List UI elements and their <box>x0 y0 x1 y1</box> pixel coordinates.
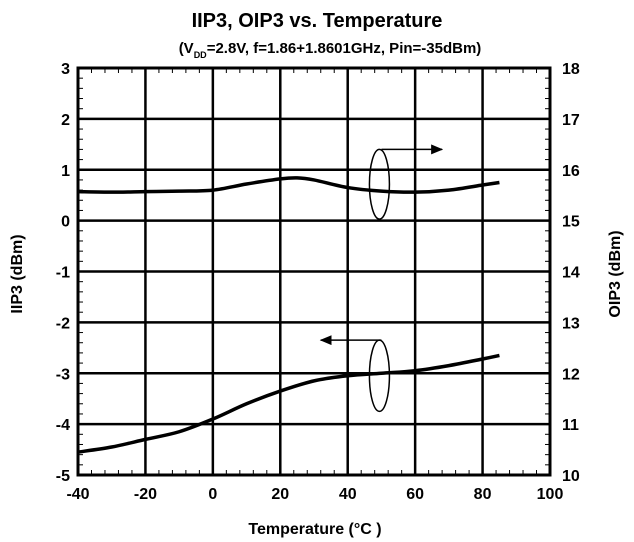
x-tick-label: 80 <box>474 486 492 503</box>
y-tick-label-left: 0 <box>61 214 70 231</box>
x-tick-label: 20 <box>271 486 289 503</box>
x-tick-label: 40 <box>339 486 357 503</box>
y-tick-label-right: 13 <box>562 315 580 332</box>
y-tick-label-right: 16 <box>562 163 580 180</box>
y-tick-label-left: -3 <box>56 366 70 383</box>
y-tick-label-left: -4 <box>56 417 70 434</box>
y-tick-label-right: 15 <box>562 214 580 231</box>
plot-frame <box>76 66 552 477</box>
x-tick-label: 60 <box>406 486 424 503</box>
y-tick-label-right: 12 <box>562 366 580 383</box>
y-tick-label-left: 2 <box>61 112 70 129</box>
y-tick-label-right: 14 <box>562 265 580 282</box>
oip3-series-line <box>77 176 500 194</box>
series-lines <box>77 176 500 454</box>
y-axis-label-right: OIP3 (dBm) <box>607 230 624 317</box>
y-tick-label-left: 3 <box>61 61 70 78</box>
x-axis-label: Temperature (°C ) <box>248 521 381 538</box>
y-tick-label-left: -2 <box>56 315 70 332</box>
x-tick-label: 100 <box>537 486 564 503</box>
subtitle-rest: =2.8V, f=1.86+1.8601GHz, Pin=-35dBm) <box>207 40 482 57</box>
y-tick-label-left: -5 <box>56 468 70 485</box>
chart-title: IIP3, OIP3 vs. Temperature <box>192 10 443 32</box>
x-tick-label: -20 <box>134 486 157 503</box>
subtitle-prefix: (V <box>179 40 194 57</box>
y-tick-label-left: -1 <box>56 265 70 282</box>
y-axis-label-left: IIP3 (dBm) <box>9 234 26 313</box>
y-tick-label-left: 1 <box>61 163 70 180</box>
x-tick-label: -40 <box>66 486 89 503</box>
subtitle-subscript: DD <box>194 50 207 60</box>
iip3-series-line <box>77 353 500 454</box>
y-tick-label-right: 18 <box>562 61 580 78</box>
x-tick-label: 0 <box>208 486 217 503</box>
tick-labels: -40 -20 0 20 40 60 80 100-5-4-3-2-1012310111213… <box>56 61 580 503</box>
y-tick-label-right: 17 <box>562 112 580 129</box>
oip3-indicator-ellipse <box>368 148 391 220</box>
chart-subtitle: (VDD=2.8V, f=1.86+1.8601GHz, Pin=-35dBm) <box>179 40 482 60</box>
annotations <box>319 144 444 413</box>
y-tick-label-right: 11 <box>562 417 579 434</box>
y-tick-label-right: 10 <box>562 468 580 485</box>
